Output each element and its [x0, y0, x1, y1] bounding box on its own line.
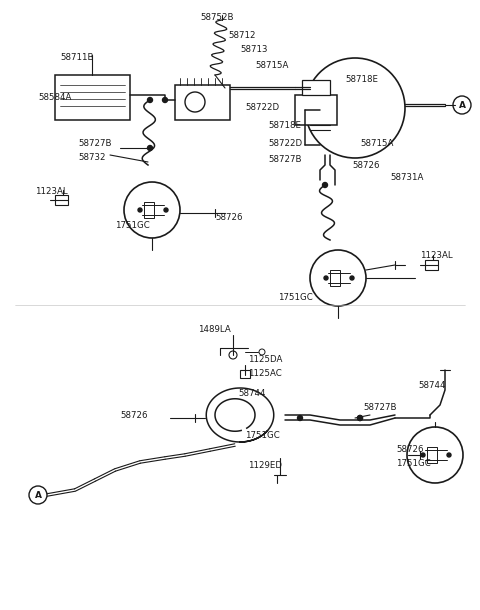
Bar [240, 370, 250, 378]
Circle shape [163, 98, 168, 102]
Text: 1489LA: 1489LA [198, 326, 231, 334]
Text: 58732: 58732 [78, 152, 106, 162]
Circle shape [350, 276, 354, 280]
Circle shape [421, 453, 425, 457]
Text: A: A [35, 490, 41, 500]
Text: 1125DA: 1125DA [248, 356, 282, 365]
Text: 58726: 58726 [396, 445, 423, 454]
Text: 58718E: 58718E [345, 76, 378, 85]
Text: 58727B: 58727B [363, 403, 396, 412]
Text: 1751GC: 1751GC [278, 293, 313, 303]
Circle shape [138, 208, 142, 212]
Bar [427, 447, 437, 463]
Circle shape [147, 146, 153, 151]
Text: 58727B: 58727B [268, 156, 301, 165]
Bar [295, 95, 337, 125]
Bar [55, 75, 130, 120]
Circle shape [358, 415, 362, 420]
Text: 58711B: 58711B [60, 54, 94, 62]
Bar [425, 260, 438, 270]
Circle shape [324, 276, 328, 280]
Text: 58722D: 58722D [268, 138, 302, 148]
Text: 1751GC: 1751GC [245, 431, 280, 439]
Text: 58713: 58713 [240, 46, 267, 54]
Text: 1123AL: 1123AL [35, 187, 68, 196]
Circle shape [323, 182, 327, 187]
Circle shape [447, 453, 451, 457]
Text: 1751GC: 1751GC [396, 459, 431, 467]
Text: 58722D: 58722D [245, 104, 279, 112]
Text: 58715A: 58715A [255, 60, 288, 70]
Text: 58584A: 58584A [38, 93, 72, 101]
Text: 1125AC: 1125AC [248, 368, 282, 378]
Text: A: A [458, 101, 466, 110]
Text: 58752B: 58752B [200, 13, 233, 23]
Circle shape [298, 415, 302, 420]
Text: 58726: 58726 [352, 160, 380, 170]
Text: 58712: 58712 [228, 30, 255, 40]
Text: 58744: 58744 [418, 381, 445, 390]
Bar [302, 80, 330, 95]
Text: 1751GC: 1751GC [115, 220, 150, 229]
Text: 1123AL: 1123AL [420, 251, 453, 259]
Text: 58715A: 58715A [360, 138, 394, 148]
Bar [175, 85, 230, 120]
Bar [55, 195, 68, 205]
Text: 58727B: 58727B [78, 138, 111, 148]
Text: 58731A: 58731A [390, 173, 423, 182]
Circle shape [358, 415, 362, 420]
Text: 58744: 58744 [238, 389, 265, 398]
Text: 1129ED: 1129ED [248, 462, 282, 470]
Circle shape [164, 208, 168, 212]
Text: 58726: 58726 [215, 214, 242, 223]
Bar [330, 270, 340, 286]
Text: 58718E: 58718E [268, 121, 301, 129]
Circle shape [147, 98, 153, 102]
Bar [144, 202, 154, 218]
Text: 58726: 58726 [120, 411, 147, 420]
